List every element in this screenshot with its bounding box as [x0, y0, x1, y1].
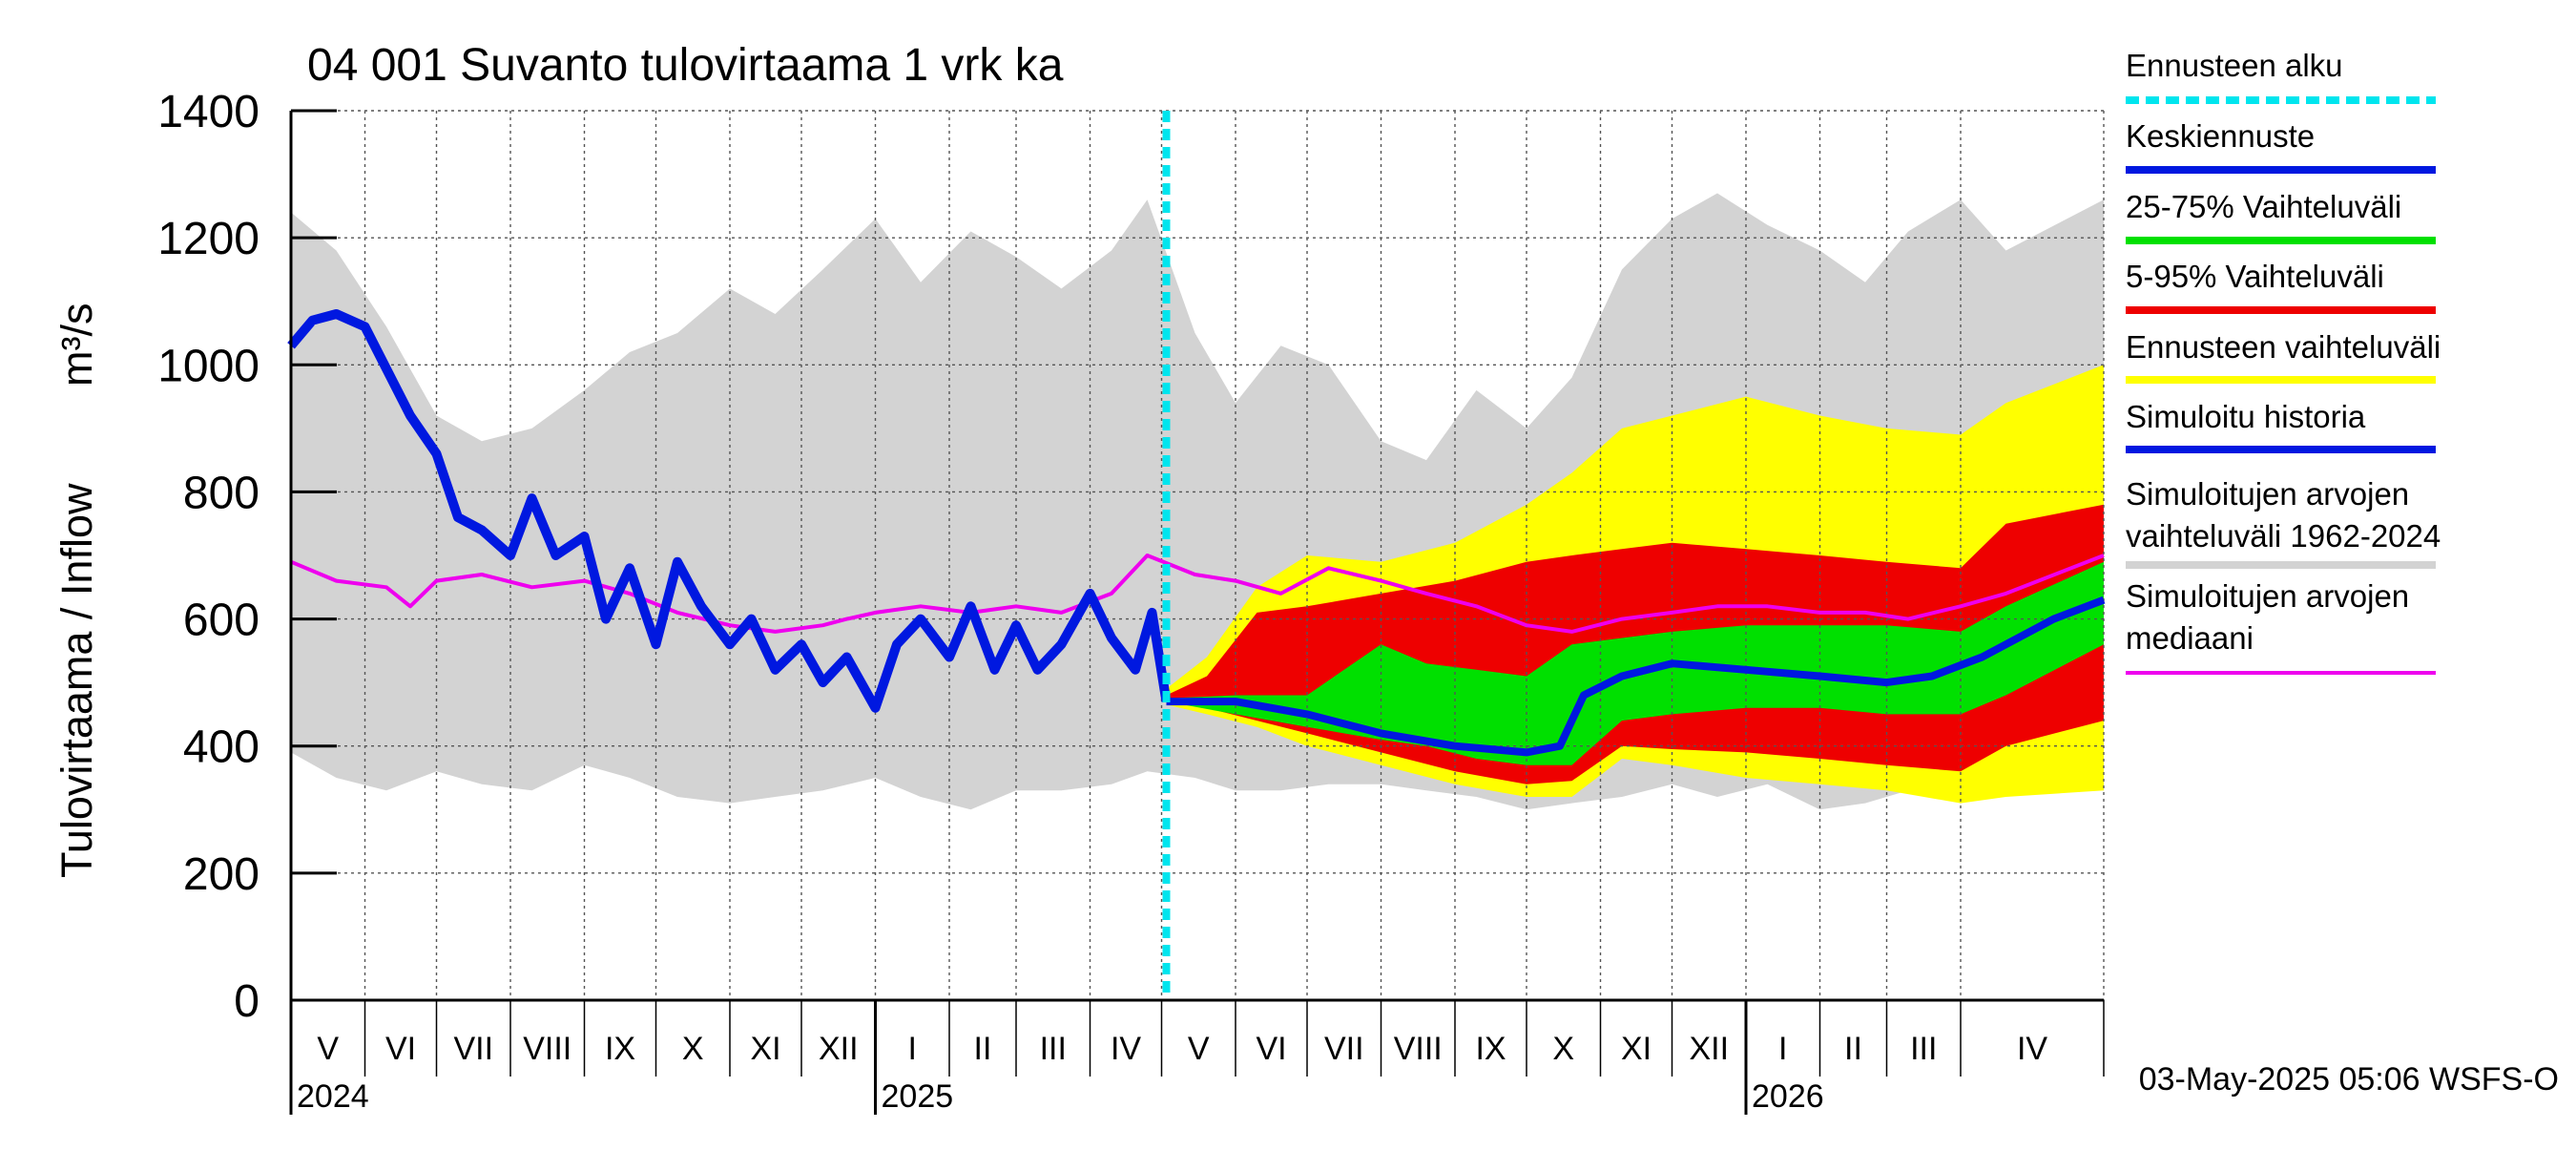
y-tick-label: 1000	[157, 341, 260, 391]
y-tick-label: 600	[183, 596, 260, 646]
legend-label: 5-95% Vaihteluväli	[2126, 259, 2384, 294]
month-label: XI	[750, 1031, 780, 1067]
month-label: IV	[1111, 1031, 1141, 1067]
legend-label: Simuloitujen arvojen	[2126, 476, 2409, 512]
month-label: III	[1040, 1031, 1067, 1067]
y-tick-label: 800	[183, 468, 260, 518]
year-label: 2026	[1752, 1078, 1824, 1115]
month-label: VI	[1256, 1031, 1286, 1067]
legend-label: Simuloitu historia	[2126, 399, 2366, 434]
month-label: VII	[453, 1031, 493, 1067]
y-tick-label: 1200	[157, 214, 260, 264]
month-label: I	[1778, 1031, 1787, 1067]
month-label: I	[908, 1031, 917, 1067]
month-label: III	[1910, 1031, 1937, 1067]
month-label: X	[1552, 1031, 1574, 1067]
legend-label: 25-75% Vaihteluväli	[2126, 189, 2401, 224]
legend-label: Ennusteen alku	[2126, 48, 2343, 83]
chart-lines	[287, 111, 2106, 1000]
legend-label-cont: mediaani	[2126, 620, 2254, 656]
month-label: IX	[1475, 1031, 1506, 1067]
month-label: VIII	[523, 1031, 571, 1067]
month-label: II	[1844, 1031, 1862, 1067]
y-tick-label: 0	[234, 976, 260, 1027]
y-axis-label: Tulovirtaama / Inflow	[52, 483, 101, 878]
month-label: IX	[605, 1031, 635, 1067]
legend-label-cont: vaihteluväli 1962-2024	[2126, 518, 2441, 554]
legend-label: Simuloitujen arvojen	[2126, 578, 2409, 614]
forecast-25-75-band	[1166, 561, 2104, 765]
legend-label: Keskiennuste	[2126, 118, 2315, 154]
month-label: XII	[1689, 1031, 1729, 1067]
legend-label: Ennusteen vaihteluväli	[2126, 329, 2441, 365]
month-label: VII	[1324, 1031, 1364, 1067]
month-label: V	[1188, 1031, 1210, 1067]
month-label: XII	[819, 1031, 859, 1067]
chart-title: 04 001 Suvanto tulovirtaama 1 vrk ka	[307, 40, 1064, 91]
sim-history-line	[287, 309, 1172, 713]
month-label: V	[317, 1031, 339, 1067]
timestamp-label: 03-May-2025 05:06 WSFS-O	[2139, 1061, 2559, 1098]
month-label: VI	[385, 1031, 416, 1067]
month-label: X	[682, 1031, 704, 1067]
chart-bands	[291, 193, 2104, 810]
y-tick-label: 1400	[157, 87, 260, 137]
month-label: IV	[2017, 1031, 2047, 1067]
year-label: 2024	[297, 1078, 369, 1115]
chart-grid	[291, 110, 2105, 1000]
hist-median-line	[290, 554, 2105, 634]
chart-legend: Ennusteen alku Keskiennuste 25-75% Vaihtel…	[2126, 48, 2441, 675]
y-axis-unit: m³/s	[52, 303, 101, 387]
year-label: 2025	[882, 1078, 954, 1115]
month-label: XI	[1621, 1031, 1652, 1067]
y-tick-label: 400	[183, 722, 260, 773]
y-tick-label: 200	[183, 849, 260, 900]
month-label: II	[974, 1031, 992, 1067]
month-label: VIII	[1394, 1031, 1443, 1067]
forecast-median-line	[1166, 596, 2106, 757]
